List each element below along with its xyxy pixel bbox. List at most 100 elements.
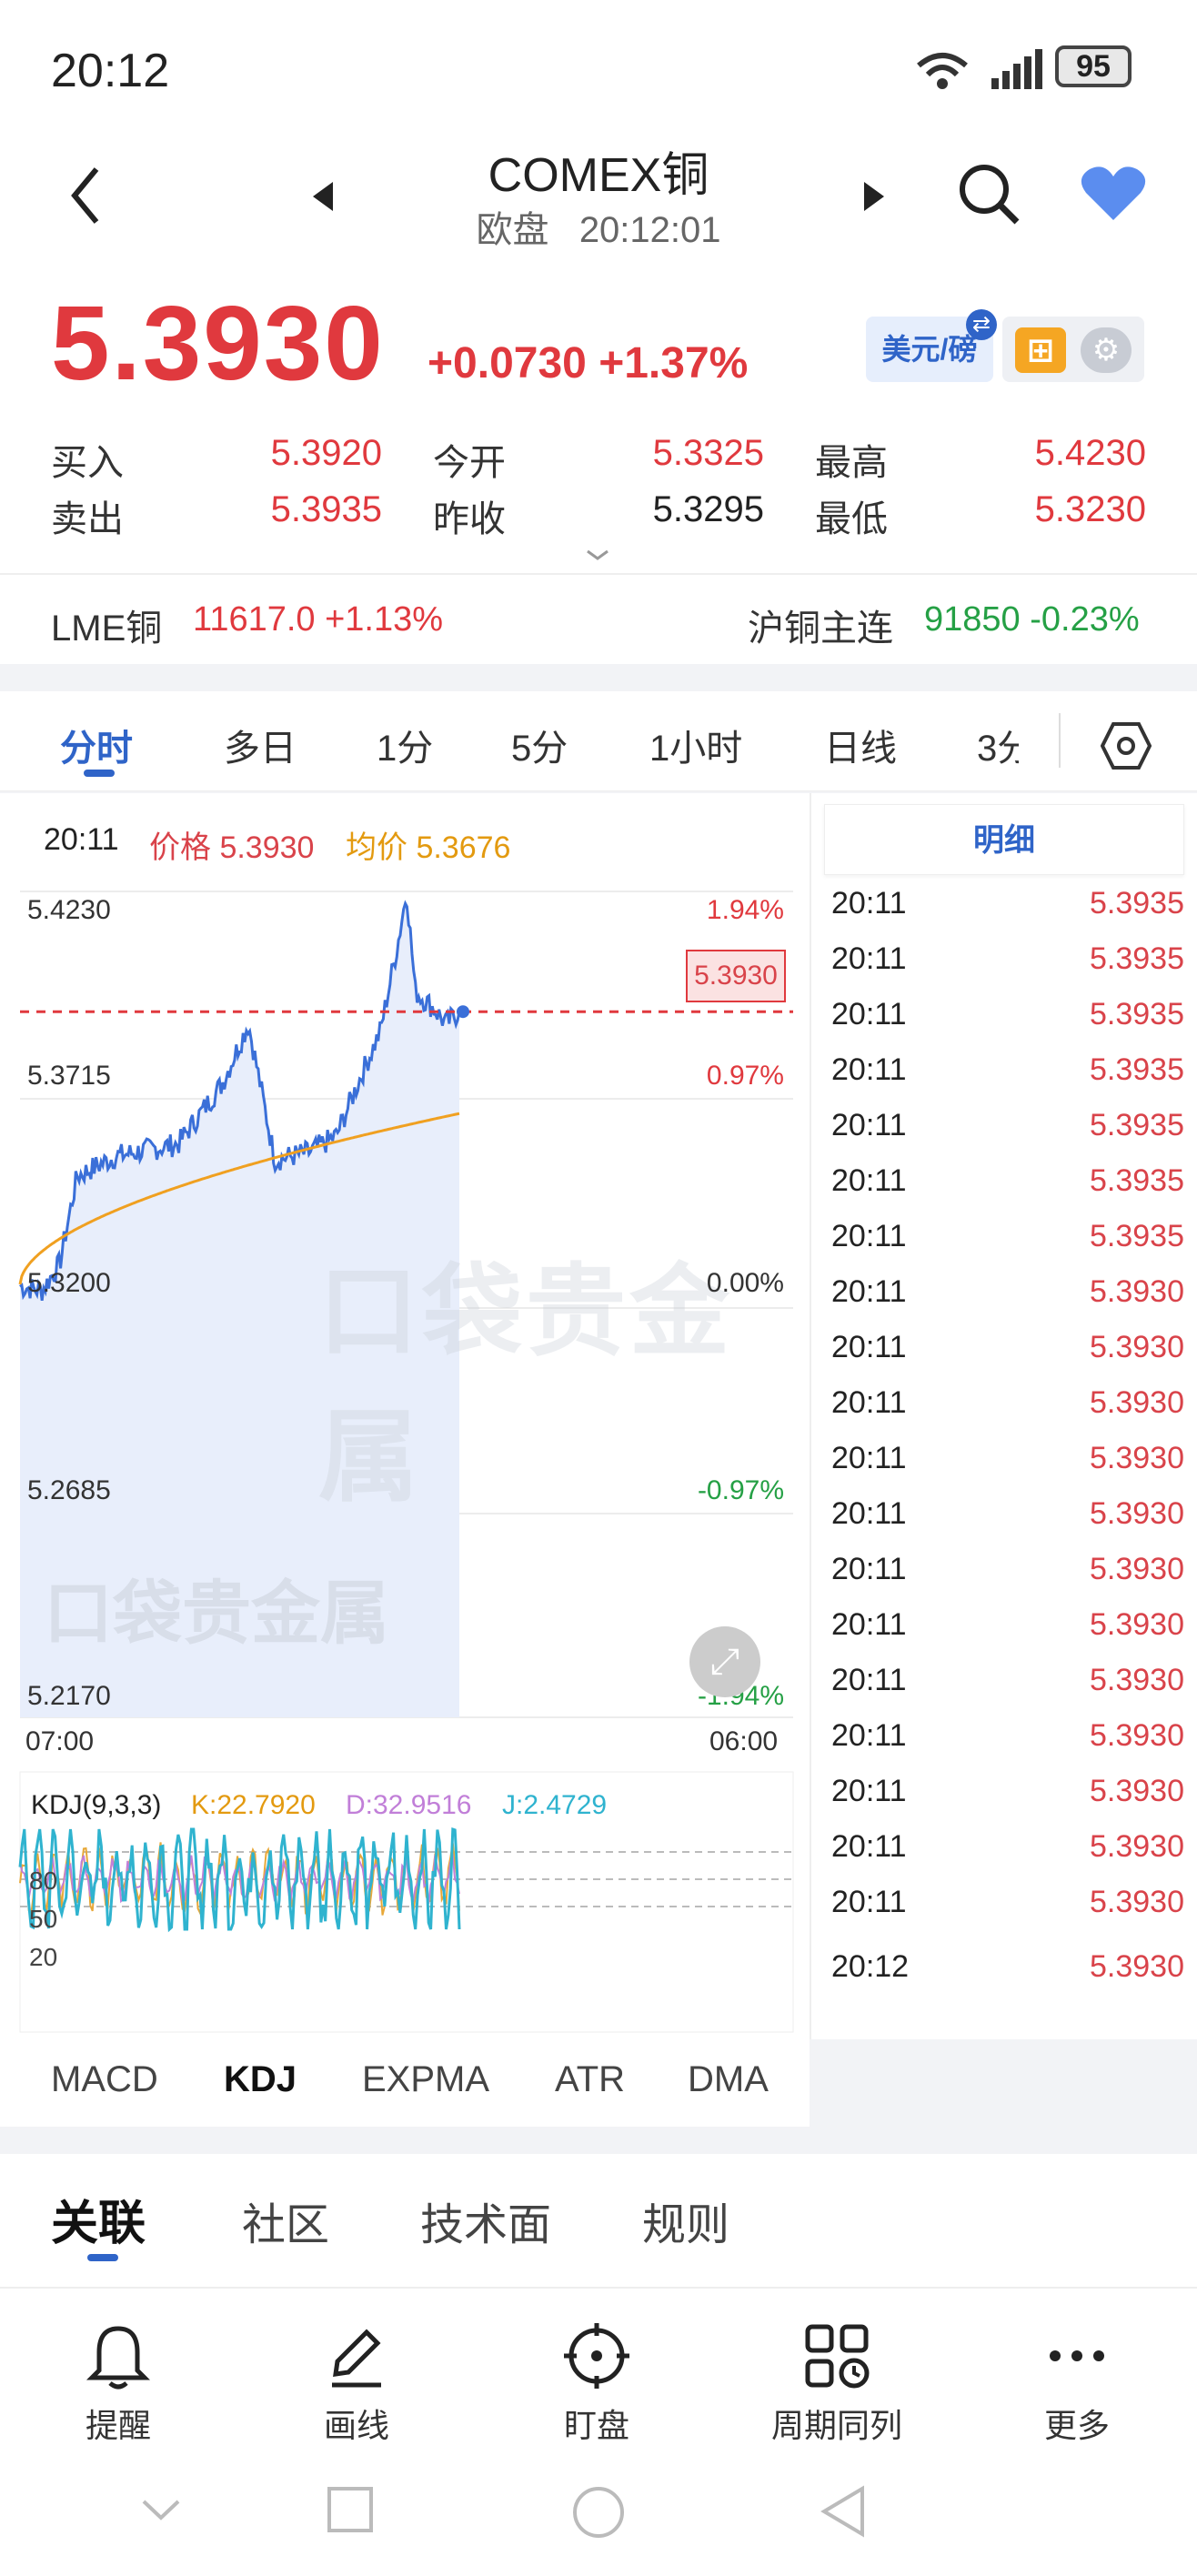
x-label-end: 06:00 — [709, 1726, 779, 1756]
detail-price: 5.3930 — [1090, 1718, 1184, 1753]
change-percent: +1.37% — [598, 339, 749, 387]
prev-instrument-icon[interactable] — [309, 178, 337, 215]
trade-detail-panel: 明细 20:11 5.3935 20:11 5.3935 20:11 5.3935 20:1… — [810, 793, 1197, 2039]
period-compare-button[interactable]: 周期同列 — [746, 2321, 928, 2447]
detail-time: 20:11 — [831, 1108, 907, 1142]
detail-price: 5.3935 — [1090, 997, 1184, 1031]
detail-row: 20:11 5.3935 — [811, 941, 1197, 997]
alert-button[interactable]: 提醒 — [27, 2321, 209, 2447]
pencil-icon — [332, 2329, 381, 2388]
bottom-toolbar: 提醒 画线 盯盘 周期同列 更多 — [0, 2287, 1197, 2460]
tab-1hour[interactable]: 1小时 — [649, 729, 743, 769]
detail-time: 20:11 — [831, 886, 907, 921]
watermark-text-small: 口袋贵金属 — [44, 1575, 389, 1653]
more-label: 更多 — [1043, 2407, 1110, 2444]
lme-quote[interactable]: 11617.0 +1.13% — [193, 600, 443, 639]
detail-price: 5.3935 — [1090, 941, 1184, 976]
buy-label: 买入 — [51, 443, 124, 483]
x-label-start: 07:00 — [25, 1726, 95, 1756]
kdj-j-value: J:2.4729 — [502, 1790, 608, 1820]
clock: 20:12 — [51, 45, 170, 97]
detail-row: 20:11 5.3935 — [811, 1163, 1197, 1219]
draw-line-button[interactable]: 画线 — [266, 2321, 448, 2447]
detail-row: 20:11 5.3930 — [811, 1829, 1197, 1885]
alert-label: 提醒 — [85, 2407, 151, 2444]
shfe-percent: -0.23% — [1030, 600, 1140, 639]
watermark-logo: 口袋贵金属 — [318, 1230, 810, 1521]
detail-row: 20:11 5.3930 — [811, 1885, 1197, 1940]
favorite-heart-icon[interactable] — [1079, 162, 1148, 224]
detail-list[interactable]: 20:11 5.3935 20:11 5.3935 20:11 5.3935 20:11 5.… — [811, 877, 1197, 2032]
shfe-label[interactable]: 沪铜主连 — [748, 609, 893, 649]
session-name: 欧盘 — [476, 210, 549, 250]
lme-label[interactable]: LME铜 — [51, 609, 163, 649]
draw-line-label: 画线 — [323, 2407, 389, 2444]
watch-button[interactable]: 盯盘 — [506, 2321, 688, 2447]
low-value: 5.3230 — [1034, 489, 1146, 529]
nav-back-icon[interactable] — [819, 2483, 868, 2540]
sell-value: 5.3935 — [270, 489, 382, 529]
detail-time: 20:11 — [831, 1607, 907, 1642]
detail-time: 20:11 — [831, 941, 907, 976]
price-chart[interactable] — [0, 793, 810, 2036]
open-label: 今开 — [433, 443, 506, 483]
detail-time: 20:11 — [831, 997, 907, 1031]
indicator-tabs: MACD KDJ EXPMA ATR DMA — [0, 2036, 810, 2127]
status-bar: 20:12 95 — [0, 0, 1197, 136]
detail-price: 5.3930 — [1090, 1274, 1184, 1309]
header: COMEX铜 欧盘 20:12:01 — [0, 136, 1197, 282]
detail-row: 20:11 5.3935 — [811, 997, 1197, 1052]
shfe-quote[interactable]: 91850 -0.23% — [924, 600, 1140, 639]
detail-price: 5.3935 — [1090, 1108, 1184, 1142]
next-instrument-icon[interactable] — [860, 178, 888, 215]
detail-price: 5.3930 — [1090, 1552, 1184, 1586]
tab-kdj[interactable]: KDJ — [224, 2059, 297, 2099]
tab-expma[interactable]: EXPMA — [362, 2059, 490, 2099]
detail-price: 5.3935 — [1090, 1219, 1184, 1253]
target-icon — [564, 2323, 629, 2389]
tab-dma[interactable]: DMA — [688, 2059, 769, 2099]
detail-price: 5.3930 — [1090, 1607, 1184, 1642]
tab-related[interactable]: 关联 — [51, 2198, 146, 2250]
nav-recents-icon[interactable] — [326, 2485, 375, 2534]
expand-chevron-icon[interactable] — [584, 546, 611, 564]
detail-price: 5.3935 — [1090, 886, 1184, 921]
detail-header[interactable]: 明细 — [824, 804, 1184, 875]
y-label-1: 5.3715 — [27, 1061, 111, 1091]
watch-label: 盯盘 — [563, 2407, 629, 2444]
tab-technical[interactable]: 技术面 — [420, 2201, 552, 2249]
tab-rules[interactable]: 规则 — [642, 2201, 730, 2249]
tab-intraday[interactable]: 分时 — [60, 729, 133, 769]
nav-home-icon[interactable] — [571, 2485, 626, 2540]
tab-macd[interactable]: MACD — [51, 2059, 158, 2099]
tab-daily[interactable]: 日线 — [824, 729, 897, 769]
tab-atr[interactable]: ATR — [555, 2059, 626, 2099]
lme-value: 11617.0 — [193, 600, 316, 639]
tab-community[interactable]: 社区 — [242, 2201, 330, 2249]
tab-multi-day[interactable]: 多日 — [224, 729, 297, 769]
tab-5min[interactable]: 5分 — [511, 729, 568, 769]
detail-price: 5.3930 — [1090, 1774, 1184, 1808]
detail-row: 20:11 5.3930 — [811, 1385, 1197, 1441]
settings-gear-icon[interactable]: ⚙ — [1081, 327, 1132, 373]
detail-row: 20:11 5.3935 — [811, 1219, 1197, 1274]
nav-down-icon[interactable] — [140, 2496, 182, 2523]
kdj-level-80: 80 — [29, 1867, 58, 1895]
back-icon[interactable] — [67, 164, 104, 227]
tab-3min[interactable]: 3分 — [977, 729, 1019, 769]
y-label-3: 5.2685 — [27, 1475, 111, 1505]
calculator-icon[interactable]: ⊞ — [1015, 327, 1066, 373]
prev-close-label: 昨收 — [433, 499, 506, 539]
page-title: COMEX铜 — [488, 149, 709, 202]
fullscreen-expand-icon[interactable]: ⤢ — [689, 1626, 760, 1697]
detail-time: 20:11 — [831, 1274, 907, 1309]
search-icon[interactable] — [955, 160, 1022, 227]
quote-panel: 5.3930 +0.0730 +1.37% 美元/磅 ⇄ ⊞ ⚙ 买入 5.39… — [0, 282, 1197, 573]
chart-settings-icon[interactable] — [1101, 720, 1152, 771]
active-tab-indicator — [84, 770, 115, 777]
y-label-0: 5.4230 — [27, 895, 111, 925]
lme-percent: +1.13% — [325, 600, 444, 639]
detail-price: 5.3930 — [1090, 1949, 1184, 1984]
tab-1min[interactable]: 1分 — [377, 729, 434, 769]
more-button[interactable]: 更多 — [986, 2321, 1168, 2447]
